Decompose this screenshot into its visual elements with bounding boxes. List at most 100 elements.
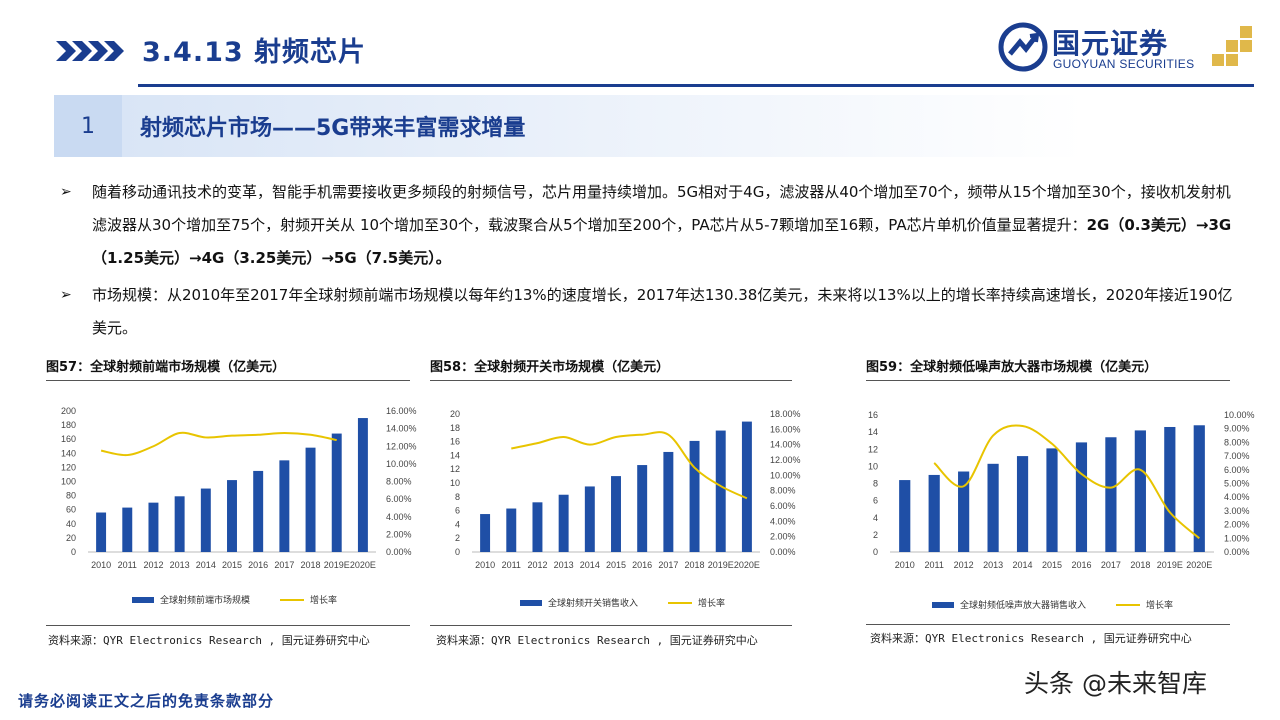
y-tick-label-left: 140 [61, 448, 76, 458]
y-tick-label-left: 16 [450, 437, 460, 447]
x-tick-label: 2016 [632, 560, 652, 570]
y-tick-label-right: 3.00% [1224, 506, 1250, 516]
y-tick-label-left: 200 [61, 406, 76, 416]
bullet-text: 随着移动通讯技术的变革，智能手机需要接收更多频段的射频信号，芯片用量持续增加。5… [92, 183, 1231, 234]
section-title: 射频芯片市场——5G带来丰富需求增量 [140, 116, 526, 141]
y-tick-label-left: 120 [61, 462, 76, 472]
growth-rate-line [511, 431, 748, 500]
logo-squares-icon [1212, 26, 1252, 66]
legend-line-swatch [1116, 603, 1141, 606]
x-tick-label: 2019E [324, 560, 350, 570]
legend-bar-label: 全球射频前端市场规模 [160, 596, 251, 606]
bar [637, 465, 648, 552]
figure-title-rule [46, 380, 410, 381]
x-tick-label: 2019E [1157, 560, 1183, 570]
x-tick-label: 2020E [1186, 560, 1212, 570]
x-tick-label: 2013 [983, 560, 1003, 570]
header-chevrons-icon [56, 41, 124, 61]
bar [1164, 426, 1176, 552]
y-tick-label-right: 4.00% [1224, 492, 1250, 502]
y-tick-label-left: 12 [450, 464, 460, 474]
chart-58: 2018161412108642018.00%16.00%14.00%12.00… [450, 409, 801, 570]
x-tick-label: 2017 [1101, 560, 1121, 570]
legend-line-swatch [280, 598, 305, 601]
source-rule [866, 624, 1230, 625]
y-tick-label-left: 12 [868, 444, 878, 454]
growth-rate-line [100, 431, 337, 457]
bar [584, 486, 595, 552]
y-tick-label-left: 2 [455, 533, 460, 543]
figure-source: 资料来源：QYR Electronics Research , 国元证券研究中心 [436, 634, 758, 647]
arrow-bullet-icon: ➢ [60, 287, 72, 303]
bar [1016, 456, 1029, 552]
x-tick-label: 2018 [685, 560, 705, 570]
guoyuan-logo-icon [998, 22, 1048, 72]
bar [1075, 442, 1088, 552]
x-tick-label: 2012 [954, 560, 974, 570]
y-tick-label-right: 12.00% [770, 455, 801, 465]
source-rule [46, 625, 410, 626]
bar [741, 421, 752, 552]
bar [1134, 430, 1146, 552]
y-tick-label-right: 6.00% [1224, 465, 1250, 475]
y-tick-label-right: 2.00% [770, 532, 796, 542]
y-tick-label-left: 40 [66, 519, 76, 529]
bullet-item: ➢ 市场规模：从2010年至2017年全球射频前端市场规模以每年约13%的速度增… [60, 279, 1240, 345]
logo-company-english: GUOYUAN SECURITIES [1053, 57, 1195, 71]
y-tick-label-right: 0.00% [386, 547, 412, 557]
y-tick-label-left: 6 [455, 506, 460, 516]
y-tick-label-right: 14.00% [386, 424, 417, 434]
y-tick-label-right: 9.00% [1224, 424, 1250, 434]
y-tick-label-left: 0 [455, 547, 460, 557]
bar [305, 447, 316, 552]
y-tick-label-left: 20 [450, 409, 460, 419]
x-tick-label: 2018 [301, 560, 321, 570]
y-tick-label-right: 14.00% [770, 440, 801, 450]
y-tick-label-right: 16.00% [770, 424, 801, 434]
x-tick-label: 2016 [1071, 560, 1091, 570]
chart-legend: 全球射频前端市场规模 增长率 [132, 593, 337, 606]
legend-line-swatch [668, 601, 693, 604]
y-tick-label-right: 10.00% [1224, 410, 1255, 420]
y-tick-label-right: 5.00% [1224, 479, 1250, 489]
y-tick-label-left: 10 [450, 478, 460, 488]
bar [715, 430, 726, 552]
bullet-emphasis: 2G（0.3美元）→3G（1.25美元）→4G（3.25美元）→5G（7.5美元… [92, 216, 1232, 267]
x-tick-label: 2020E [734, 560, 760, 570]
chart-57: 20018016014012010080604020016.00%14.00%1… [61, 406, 417, 570]
y-tick-label-left: 0 [873, 547, 878, 557]
figure-title: 图57：全球射频前端市场规模（亿美元） [46, 360, 286, 375]
y-tick-label-left: 180 [61, 420, 76, 430]
y-tick-label-left: 2 [873, 530, 878, 540]
bar [899, 480, 911, 552]
header-divider [138, 84, 1254, 87]
bar [663, 451, 674, 552]
arrow-bullet-icon: ➢ [60, 184, 72, 200]
x-tick-label: 2020E [350, 560, 376, 570]
bar [1105, 437, 1117, 552]
x-tick-label: 2017 [658, 560, 678, 570]
x-tick-label: 2014 [580, 560, 600, 570]
bar [611, 476, 621, 552]
x-tick-label: 2018 [1130, 560, 1150, 570]
y-tick-label-right: 6.00% [386, 494, 412, 504]
x-tick-label: 2015 [606, 560, 626, 570]
y-tick-label-right: 10.00% [386, 459, 417, 469]
source-rule [430, 625, 792, 626]
y-tick-label-left: 14 [450, 450, 460, 460]
x-tick-label: 2011 [925, 560, 944, 570]
growth-rate-line [933, 424, 1200, 540]
disclaimer-text: 请务必阅读正文之后的免责条款部分 [18, 692, 275, 710]
y-tick-label-right: 2.00% [386, 529, 412, 539]
figure-source: 资料来源：QYR Electronics Research , 国元证券研究中心 [48, 634, 370, 647]
y-tick-label-left: 10 [868, 461, 878, 471]
legend-line-label: 增长率 [698, 599, 726, 609]
x-tick-label: 2015 [1042, 560, 1062, 570]
legend-bar-label: 全球射频开关销售收入 [548, 599, 639, 609]
chart-legend: 全球射频低噪声放大器销售收入 增长率 [932, 598, 1173, 611]
y-tick-label-left: 14 [868, 427, 878, 437]
legend-bar-swatch [520, 599, 542, 606]
x-tick-label: 2012 [527, 560, 547, 570]
y-tick-label-right: 7.00% [1224, 451, 1250, 461]
y-tick-label-right: 18.00% [770, 409, 801, 419]
